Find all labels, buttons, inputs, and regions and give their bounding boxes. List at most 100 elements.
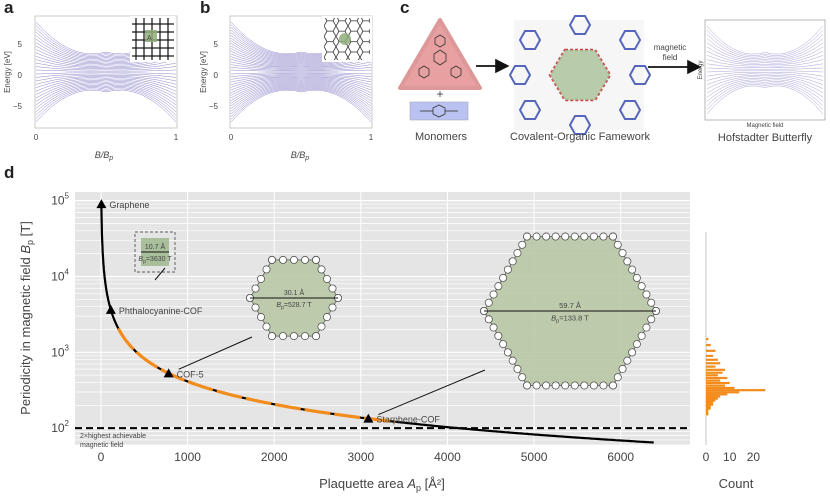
butterfly-band [300,75,372,83]
butterfly-band [706,30,766,56]
main-ticks: 0 1000 2000 3000 4000 5000 6000 102 103 104 105 [51,192,634,464]
butterfly-band [706,84,766,110]
inset-ring [311,255,320,264]
butterfly-band [300,89,372,123]
butterfly-band [764,75,824,85]
inset-ring [300,332,309,341]
histogram-xlabel: Count [719,476,754,491]
point-marker [96,199,107,209]
triangle-monomer-structure [418,34,462,79]
butterfly-band [764,30,824,56]
inset-ring [328,303,337,312]
butterfly-band [105,87,177,116]
butterfly-band [35,88,107,119]
inset-ring [642,290,651,299]
butterfly-band [230,87,302,117]
histogram-bar [706,343,711,347]
inset-ring [647,298,656,307]
histogram: 0 10 20 [703,232,766,464]
ytick-label: 104 [51,267,69,283]
mini-butterfly [706,25,824,115]
butterfly-band [764,67,824,70]
histogram-bar [706,381,730,385]
inset-ring [494,282,503,291]
butterfly-band [706,70,766,73]
cof-ring [518,100,542,120]
butterfly-band [230,75,302,83]
butterfly-band [230,45,302,63]
histogram-bar [706,374,718,377]
mini-butterfly-frame [704,19,826,121]
butterfly-band [105,83,177,106]
data-points: Graphene Phthalocyanine-COF COF-5 Starphene… [96,199,440,425]
inset-ring [289,255,298,264]
butterfly-band [300,87,372,117]
histogram-xtick: 20 [747,450,761,464]
inset-ring [311,332,320,341]
ytick-label: 105 [51,192,69,208]
butterfly-band [230,64,302,70]
threshold-label-1: 2×highest achievable [80,433,146,440]
xtick-label: 5000 [521,450,548,464]
butterfly-band [764,82,824,106]
threshold-line: 2×highest achievable magnetic field [75,427,690,449]
inset-ring [278,332,287,341]
butterfly-band [35,79,107,95]
inset-ring [300,255,309,264]
a-xlabel: B/Bp [95,150,114,162]
butterfly-band [35,69,107,72]
inset-ring [609,381,618,390]
butterfly-band [230,29,302,58]
hofstadter-caption: Hofstadter Butterfly [718,132,813,144]
inset-ring [322,313,331,322]
panel-letter-d: d [4,163,15,182]
inset-ring [494,331,503,340]
xtick-label: 1000 [174,450,201,464]
butterfly-band [35,89,107,123]
butterfly-band [230,89,302,123]
butterfly-band [300,84,372,109]
inset-ring [623,257,632,266]
inset-ring [262,265,271,274]
inset-ring [618,364,627,373]
histogram-bar [706,401,714,404]
butterfly-band [105,79,177,95]
butterfly-band [706,42,766,61]
butterfly-band [35,21,107,55]
butterfly-band [35,52,107,66]
point-label: Phthalocyanine-COF [119,306,203,316]
histogram-bar [706,403,714,406]
butterfly-band [300,72,372,75]
inset-ring [599,232,608,241]
cof-ring [618,30,642,50]
butterfly-band [35,45,107,63]
butterfly-band [105,86,177,112]
linker-monomer [409,101,469,121]
inset-ring [513,249,522,258]
butterfly-band [35,81,107,99]
butterfly-band [230,79,302,93]
butterfly-band [706,76,766,90]
butterfly-band [764,79,824,98]
histogram-bar [706,358,718,361]
panel-letter-a: a [4,0,14,17]
butterfly-band [105,62,177,70]
inset-cof-5: 30.1 Å Bp=528.7 T [245,255,342,341]
inset-starphene-cof: 59.7 Å Bp=133.8 T [479,232,661,390]
butterfly-band [35,76,107,85]
butterfly-band [706,25,766,55]
butterfly-band [105,74,177,82]
threshold-label-2: magnetic field [80,442,123,449]
linker-monomer-structure [420,104,458,118]
histogram-bar [706,405,711,408]
butterfly-band [706,67,766,70]
histogram-bar [706,397,718,400]
inset-ring [532,232,541,241]
butterfly-band [230,53,302,66]
panel-b: 5 0 −5 Energy [eV] 0 1 B/Bp [199,15,374,162]
butterfly-band [300,76,372,85]
butterfly-band [230,67,302,71]
butterfly-band [35,35,107,60]
inset-ring [489,290,498,299]
